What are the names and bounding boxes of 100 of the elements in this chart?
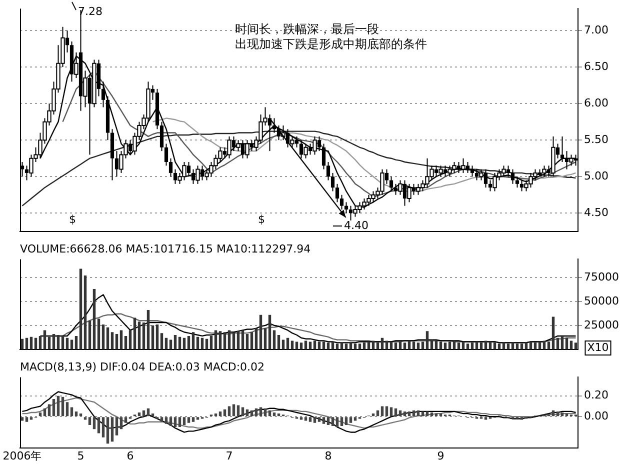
bar bbox=[84, 276, 87, 350]
bar bbox=[430, 412, 434, 416]
annotation: 4.40 bbox=[344, 218, 368, 232]
candlestick bbox=[510, 168, 515, 184]
bar bbox=[79, 268, 82, 350]
bar bbox=[295, 342, 298, 350]
bar bbox=[223, 332, 226, 350]
bar bbox=[61, 396, 64, 416]
bar bbox=[313, 417, 316, 423]
bar bbox=[160, 333, 164, 350]
bar bbox=[196, 417, 200, 420]
bar bbox=[264, 328, 267, 350]
bar bbox=[308, 417, 312, 422]
x-tick-label: 6 bbox=[126, 449, 134, 462]
bar bbox=[236, 405, 240, 416]
bar bbox=[25, 417, 28, 422]
y-tick-label: 5.50 bbox=[584, 132, 608, 146]
bar bbox=[56, 335, 60, 350]
bar bbox=[66, 402, 69, 416]
candlestick bbox=[160, 121, 164, 152]
y-tick-label: 6.50 bbox=[584, 60, 608, 73]
bar bbox=[318, 417, 321, 422]
bar bbox=[102, 324, 105, 350]
bar bbox=[110, 417, 114, 442]
annotation: 7.28 bbox=[78, 4, 102, 18]
bar bbox=[115, 417, 118, 436]
bar bbox=[538, 342, 542, 350]
chart-title: MACD(8,13,9) DIF:0.04 DEA:0.03 MACD:0.02 bbox=[20, 360, 265, 374]
y-tick-label: 6.00 bbox=[584, 96, 608, 110]
bar bbox=[56, 396, 60, 416]
bar bbox=[488, 342, 492, 350]
bar bbox=[192, 417, 195, 422]
bar bbox=[124, 417, 128, 423]
bar bbox=[174, 417, 177, 428]
bar bbox=[300, 417, 303, 420]
bar bbox=[38, 336, 42, 350]
y-tick-label: 7.00 bbox=[584, 23, 608, 36]
bar bbox=[61, 336, 64, 350]
bar bbox=[151, 325, 154, 350]
bar bbox=[398, 342, 402, 350]
bar bbox=[120, 330, 123, 350]
bar bbox=[192, 332, 195, 350]
bar bbox=[241, 330, 244, 350]
candlestick bbox=[335, 183, 340, 203]
bar bbox=[138, 412, 141, 416]
bar bbox=[92, 288, 96, 350]
bar bbox=[421, 342, 424, 350]
bar bbox=[52, 399, 56, 416]
bar bbox=[174, 335, 177, 350]
bar bbox=[228, 330, 231, 350]
bar bbox=[484, 417, 488, 420]
bar bbox=[552, 316, 555, 350]
annotation: 出现加速下跌是形成中期底部的条件 bbox=[235, 37, 427, 52]
bar bbox=[344, 417, 348, 425]
bar bbox=[448, 342, 452, 350]
y-tick-label: 5.00 bbox=[584, 169, 608, 182]
bar bbox=[106, 327, 110, 350]
candlestick bbox=[389, 176, 394, 192]
bar bbox=[236, 331, 240, 350]
bar bbox=[115, 334, 118, 350]
bar bbox=[142, 322, 146, 350]
candlestick bbox=[101, 81, 106, 108]
bar bbox=[560, 336, 564, 350]
bar bbox=[88, 417, 92, 425]
annotation: $ bbox=[69, 212, 76, 226]
bar bbox=[92, 417, 96, 430]
bar bbox=[43, 330, 46, 350]
bar bbox=[48, 404, 51, 416]
x-tick-label: 8 bbox=[324, 449, 332, 462]
x-tick-label: 9 bbox=[437, 449, 444, 462]
bar bbox=[210, 336, 213, 350]
bar bbox=[426, 331, 429, 350]
bar bbox=[74, 336, 78, 350]
annotation: 时间长，跌幅深，最后一段 bbox=[235, 22, 379, 36]
bar bbox=[529, 342, 532, 350]
bar bbox=[110, 332, 114, 350]
bar bbox=[349, 417, 352, 423]
y-tick-label: 75000 bbox=[584, 270, 619, 284]
bar bbox=[97, 318, 100, 350]
bar bbox=[178, 417, 182, 428]
bar bbox=[124, 336, 128, 350]
bar bbox=[106, 417, 110, 444]
bar bbox=[560, 412, 564, 416]
bar bbox=[187, 417, 190, 423]
bar bbox=[138, 322, 141, 350]
bar bbox=[20, 417, 24, 421]
bar bbox=[102, 417, 105, 438]
bar bbox=[160, 417, 164, 422]
bar bbox=[331, 417, 334, 426]
bar bbox=[520, 417, 524, 420]
bar bbox=[322, 342, 326, 350]
bar bbox=[97, 417, 100, 434]
candlestick bbox=[330, 172, 335, 192]
bar bbox=[367, 342, 370, 350]
bar bbox=[52, 334, 56, 350]
bar bbox=[412, 342, 416, 350]
candlestick bbox=[470, 165, 474, 178]
bar bbox=[318, 342, 321, 350]
annotation: $ bbox=[258, 212, 265, 226]
bar bbox=[390, 342, 393, 350]
